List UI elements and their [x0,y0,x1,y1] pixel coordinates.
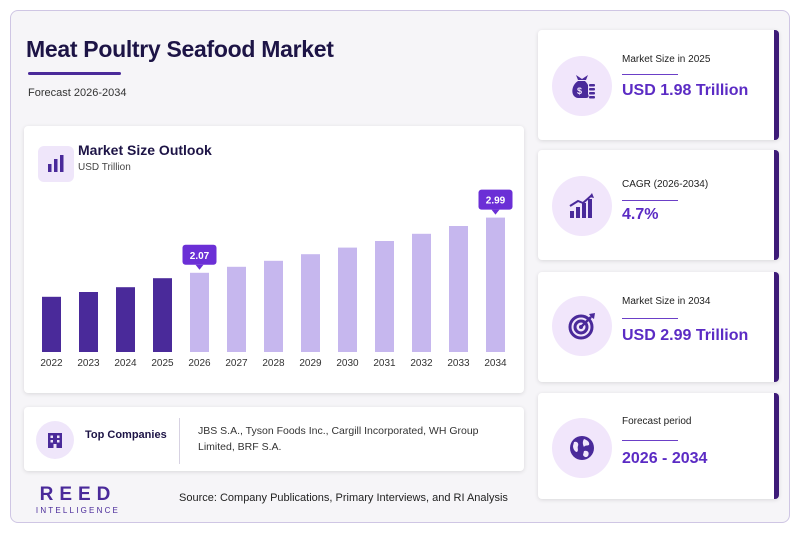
page-subtitle: Forecast 2026-2034 [28,87,127,99]
svg-text:2.99: 2.99 [486,196,506,207]
bar-2027 [227,266,246,352]
svg-text:2.07: 2.07 [190,251,210,262]
data-label-2034: 2.99 [478,189,513,215]
stat-label: Market Size in 2034 [622,296,711,307]
bar-2031 [375,241,394,352]
top-companies-list: JBS S.A., Tyson Foods Inc., Cargill Inco… [198,425,479,453]
x-tick-label: 2032 [410,358,433,369]
stat-divider [622,318,678,319]
x-tick-label: 2034 [484,358,507,369]
stat-value: USD 2.99 Trillion [622,327,749,344]
companies-divider [179,418,180,464]
globe-icon [552,418,612,478]
x-tick-label: 2027 [225,358,248,369]
x-tick-label: 2023 [77,358,100,369]
building-icon [36,421,74,459]
source-note: Source: Company Publications, Primary In… [179,492,508,504]
x-tick-label: 2025 [151,358,174,369]
top-companies-card [24,407,524,471]
chart-title: Market Size Outlook [78,142,212,158]
bar-2032 [412,233,431,352]
stat-label: Market Size in 2025 [622,54,711,65]
growth-chart-icon [552,176,612,236]
svg-text:$: $ [577,86,582,96]
top-companies-label: Top Companies [85,429,167,441]
bar-2022 [42,296,61,352]
data-label-2026: 2.07 [182,244,217,270]
x-tick-label: 2029 [299,358,322,369]
x-tick-label: 2026 [188,358,211,369]
x-tick-label: 2033 [447,358,470,369]
bar-2029 [301,254,320,352]
bar-2026 [190,272,209,352]
stat-divider [622,200,678,201]
x-tick-label: 2022 [40,358,63,369]
bar-2028 [264,260,283,352]
bar-2023 [79,292,98,352]
x-tick-label: 2030 [336,358,359,369]
brand-name: REED [39,484,117,505]
bar-chart: 2022 2023 2024 2025 2026 2027 2028 2029 2030 2031… [40,189,513,369]
stat-label: CAGR (2026-2034) [622,179,709,190]
stat-value: 2026 - 2034 [622,450,708,467]
stat-value: USD 1.98 Trillion [622,82,749,99]
x-tick-label: 2031 [373,358,396,369]
target-icon [552,296,612,356]
x-tick-label: 2024 [114,358,137,369]
stat-divider [622,440,678,441]
page-title: Meat Poultry Seafood Market [26,36,334,62]
title-underline [28,72,121,75]
stat-label: Forecast period [622,416,692,427]
chart-unit: USD Trillion [78,162,131,173]
bar-2024 [116,287,135,352]
bar-2033 [449,226,468,352]
brand-tagline: INTELLIGENCE [35,506,121,515]
bar-2030 [338,247,357,352]
stat-value: 4.7% [622,206,659,223]
bar-chart-icon [38,146,74,182]
brand-logo: REED INTELLIGENCE [28,485,128,515]
x-tick-label: 2028 [262,358,285,369]
bar-2034 [486,217,505,352]
bar-2025 [153,278,172,352]
stat-divider [622,74,678,75]
money-bag-icon: $ [552,56,612,116]
